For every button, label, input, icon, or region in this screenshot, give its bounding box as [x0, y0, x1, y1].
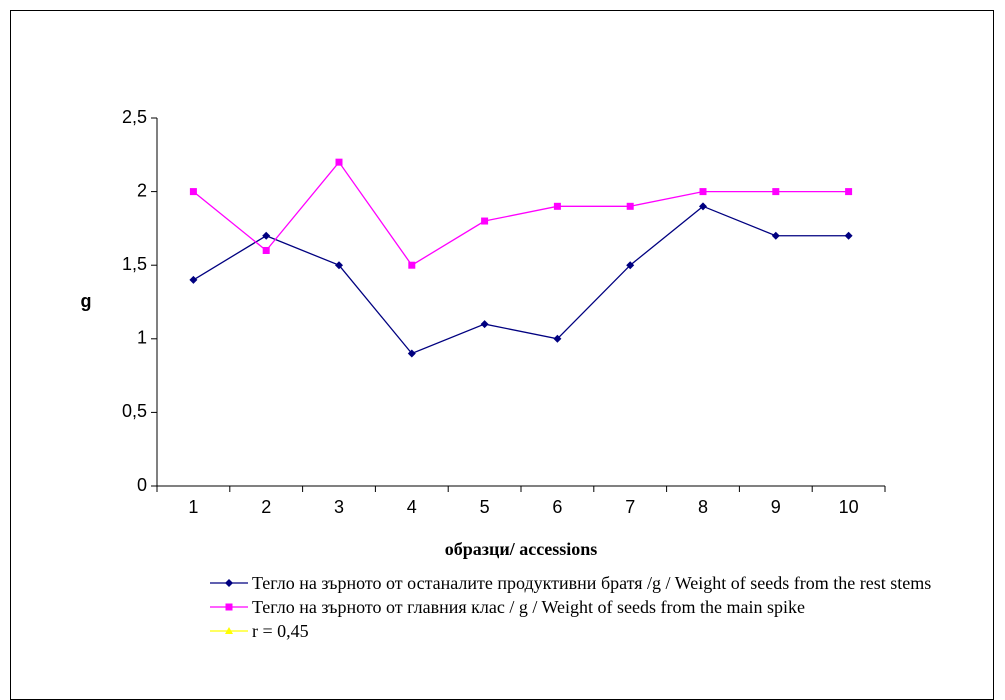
x-tick-label: 9 [771, 497, 781, 517]
data-point [481, 217, 489, 225]
y-tick-label: 2,5 [122, 107, 147, 127]
legend-label: Тегло на зърното от останалите продуктив… [252, 573, 932, 593]
legend: Тегло на зърното от останалите продуктив… [208, 573, 972, 645]
y-tick-label: 0 [137, 475, 147, 495]
data-point [408, 261, 416, 269]
data-point [335, 158, 343, 166]
legend-marker [225, 603, 233, 611]
data-point [553, 334, 562, 343]
data-point [844, 231, 853, 240]
data-point [626, 261, 635, 270]
x-tick-label: 10 [839, 497, 859, 517]
data-point [407, 349, 416, 358]
series-line [192, 161, 849, 267]
x-tick-label: 7 [625, 497, 635, 517]
x-tick-label: 3 [334, 497, 344, 517]
data-point [335, 261, 343, 270]
legend-swatch [210, 579, 248, 587]
data-point [626, 202, 634, 210]
legend-marker [225, 579, 233, 587]
legend-label: Тегло на зърното от главния клас / g / W… [252, 597, 805, 617]
x-tick-label: 6 [552, 497, 562, 517]
legend-entry: Тегло на зърното от останалите продуктив… [208, 573, 972, 593]
y-tick-label: 2 [137, 180, 147, 200]
series-line [193, 205, 849, 355]
legend-entry: r = 0,45 [208, 621, 972, 641]
y-tick-label: 0,5 [122, 401, 147, 421]
legend-swatch [210, 627, 248, 634]
data-point [189, 188, 197, 196]
data-point [480, 320, 489, 329]
data-point [553, 202, 561, 210]
data-point [189, 275, 198, 284]
data-point [699, 188, 707, 196]
legend-entry: Тегло на зърното от главния клас / g / W… [208, 597, 972, 617]
x-tick-label: 8 [698, 497, 708, 517]
x-tick-label: 4 [407, 497, 417, 517]
legend-swatch [210, 603, 248, 611]
data-point [262, 231, 271, 240]
y-tick-label: 1 [137, 328, 147, 348]
data-point [772, 188, 780, 196]
legend-marker [225, 627, 233, 634]
data-point [262, 246, 270, 254]
x-tick-label: 1 [188, 497, 198, 517]
data-point [771, 231, 780, 240]
x-axis-title: образци/ accessions [445, 539, 597, 559]
data-point [699, 202, 707, 211]
y-tick-label: 1,5 [122, 254, 147, 274]
y-axis-title: g [81, 291, 92, 311]
x-tick-label: 5 [480, 497, 490, 517]
x-tick-label: 2 [261, 497, 271, 517]
legend-label: r = 0,45 [252, 621, 309, 641]
data-point [845, 188, 853, 196]
